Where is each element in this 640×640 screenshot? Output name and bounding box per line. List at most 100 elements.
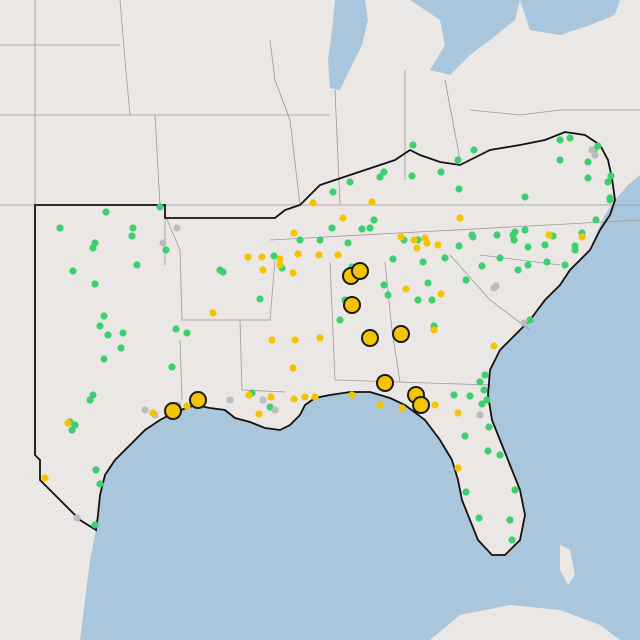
gray-marker[interactable]: [159, 239, 167, 247]
green-marker[interactable]: [366, 224, 374, 232]
gray-marker[interactable]: [492, 282, 500, 290]
green-marker[interactable]: [496, 254, 504, 262]
gray-marker[interactable]: [226, 396, 234, 404]
green-marker[interactable]: [358, 225, 366, 233]
green-marker[interactable]: [543, 258, 551, 266]
gray-marker[interactable]: [476, 411, 484, 419]
green-marker[interactable]: [506, 516, 514, 524]
green-marker[interactable]: [462, 276, 470, 284]
green-marker[interactable]: [96, 322, 104, 330]
yellow-marker[interactable]: [454, 409, 462, 417]
green-marker[interactable]: [484, 447, 492, 455]
yellow-marker[interactable]: [402, 285, 410, 293]
green-marker[interactable]: [91, 521, 99, 529]
yellow-marker[interactable]: [545, 231, 553, 239]
yellow-marker[interactable]: [268, 336, 276, 344]
yellow-marker[interactable]: [183, 402, 191, 410]
green-marker[interactable]: [129, 224, 137, 232]
green-marker[interactable]: [561, 261, 569, 269]
yellow-marker[interactable]: [434, 241, 442, 249]
yellow-marker[interactable]: [348, 391, 356, 399]
green-marker[interactable]: [162, 246, 170, 254]
yellow-marker[interactable]: [290, 229, 298, 237]
green-marker[interactable]: [606, 194, 614, 202]
green-marker[interactable]: [483, 396, 491, 404]
yellow-marker[interactable]: [276, 255, 284, 263]
green-marker[interactable]: [68, 426, 76, 434]
gray-marker[interactable]: [173, 224, 181, 232]
yellow-marker[interactable]: [291, 336, 299, 344]
large-yellow-marker[interactable]: [376, 374, 394, 392]
green-marker[interactable]: [475, 514, 483, 522]
green-marker[interactable]: [524, 243, 532, 251]
yellow-marker[interactable]: [149, 409, 157, 417]
yellow-marker[interactable]: [64, 419, 72, 427]
large-yellow-marker[interactable]: [343, 296, 361, 314]
yellow-marker[interactable]: [267, 393, 275, 401]
green-marker[interactable]: [96, 480, 104, 488]
yellow-marker[interactable]: [410, 236, 418, 244]
large-yellow-marker[interactable]: [361, 329, 379, 347]
green-marker[interactable]: [89, 391, 97, 399]
green-marker[interactable]: [455, 242, 463, 250]
gray-marker[interactable]: [591, 151, 599, 159]
green-marker[interactable]: [91, 280, 99, 288]
green-marker[interactable]: [584, 174, 592, 182]
green-marker[interactable]: [584, 158, 592, 166]
large-yellow-marker[interactable]: [392, 325, 410, 343]
green-marker[interactable]: [521, 193, 529, 201]
yellow-marker[interactable]: [368, 198, 376, 206]
green-marker[interactable]: [172, 325, 180, 333]
green-marker[interactable]: [437, 168, 445, 176]
green-marker[interactable]: [344, 239, 352, 247]
yellow-marker[interactable]: [456, 214, 464, 222]
green-marker[interactable]: [384, 291, 392, 299]
yellow-marker[interactable]: [398, 404, 406, 412]
green-marker[interactable]: [470, 146, 478, 154]
green-marker[interactable]: [604, 178, 612, 186]
green-marker[interactable]: [468, 231, 476, 239]
green-marker[interactable]: [526, 316, 534, 324]
green-marker[interactable]: [219, 268, 227, 276]
yellow-marker[interactable]: [413, 244, 421, 252]
yellow-marker[interactable]: [490, 342, 498, 350]
green-marker[interactable]: [128, 232, 136, 240]
green-marker[interactable]: [524, 261, 532, 269]
gray-marker[interactable]: [520, 319, 528, 327]
large-yellow-marker[interactable]: [412, 396, 430, 414]
green-marker[interactable]: [455, 185, 463, 193]
green-marker[interactable]: [100, 312, 108, 320]
green-marker[interactable]: [336, 316, 344, 324]
green-marker[interactable]: [104, 331, 112, 339]
gray-marker[interactable]: [259, 396, 267, 404]
green-marker[interactable]: [428, 296, 436, 304]
yellow-marker[interactable]: [294, 250, 302, 258]
yellow-marker[interactable]: [397, 233, 405, 241]
green-marker[interactable]: [566, 134, 574, 142]
green-marker[interactable]: [485, 423, 493, 431]
yellow-marker[interactable]: [339, 214, 347, 222]
yellow-marker[interactable]: [244, 253, 252, 261]
green-marker[interactable]: [370, 216, 378, 224]
yellow-marker[interactable]: [209, 309, 217, 317]
green-marker[interactable]: [481, 371, 489, 379]
green-marker[interactable]: [183, 329, 191, 337]
large-yellow-marker[interactable]: [164, 402, 182, 420]
large-yellow-marker[interactable]: [189, 391, 207, 409]
green-marker[interactable]: [478, 400, 486, 408]
green-marker[interactable]: [478, 262, 486, 270]
yellow-marker[interactable]: [255, 410, 263, 418]
gray-marker[interactable]: [73, 514, 81, 522]
yellow-marker[interactable]: [431, 401, 439, 409]
green-marker[interactable]: [408, 172, 416, 180]
green-marker[interactable]: [462, 488, 470, 496]
green-marker[interactable]: [69, 267, 77, 275]
green-marker[interactable]: [376, 173, 384, 181]
green-marker[interactable]: [270, 252, 278, 260]
yellow-marker[interactable]: [311, 393, 319, 401]
yellow-marker[interactable]: [289, 269, 297, 277]
green-marker[interactable]: [461, 432, 469, 440]
green-marker[interactable]: [592, 216, 600, 224]
green-marker[interactable]: [476, 378, 484, 386]
